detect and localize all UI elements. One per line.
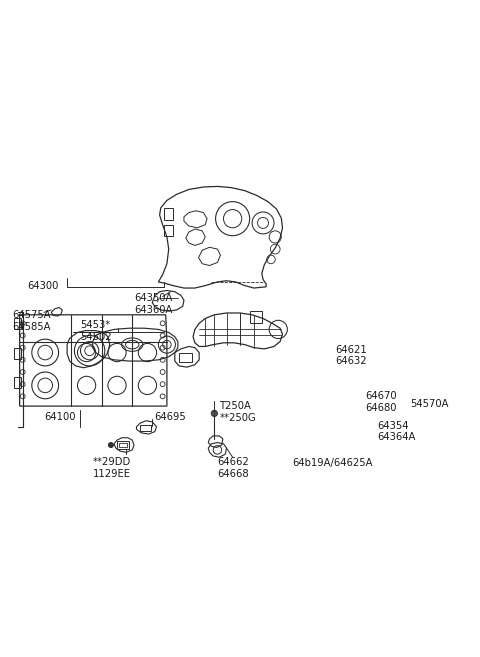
Polygon shape: [330, 423, 347, 438]
Text: 64621
64632: 64621 64632: [335, 345, 367, 366]
Bar: [386, 419, 397, 424]
Text: T250A
**250G: T250A **250G: [219, 401, 256, 423]
Text: 64b19A/64625A: 64b19A/64625A: [292, 459, 373, 468]
Circle shape: [211, 411, 217, 417]
Bar: [13, 377, 21, 388]
Circle shape: [336, 428, 342, 434]
Bar: [250, 311, 262, 323]
Text: 64300: 64300: [27, 281, 59, 291]
Bar: [13, 348, 21, 359]
Text: **29DD
1129EE: **29DD 1129EE: [93, 457, 131, 479]
Text: 64662
64668: 64662 64668: [217, 457, 249, 479]
Text: 64575A
64585A: 64575A 64585A: [12, 310, 51, 332]
Bar: [117, 442, 129, 449]
Bar: [13, 319, 21, 329]
Bar: [179, 353, 192, 361]
Text: 64350A
64360A: 64350A 64360A: [134, 293, 172, 315]
Bar: [165, 225, 173, 236]
Bar: [165, 208, 173, 220]
Text: 64100: 64100: [44, 411, 75, 422]
Text: 5453*
54502: 5453* 54502: [81, 320, 112, 342]
Text: 64354
64364A: 64354 64364A: [377, 420, 416, 442]
Text: 64670
64680: 64670 64680: [365, 392, 397, 413]
Text: 54570A: 54570A: [410, 399, 449, 409]
Bar: [384, 416, 403, 427]
Bar: [140, 425, 151, 431]
Circle shape: [108, 443, 113, 447]
Text: 64695: 64695: [155, 411, 187, 422]
Bar: [120, 443, 127, 447]
